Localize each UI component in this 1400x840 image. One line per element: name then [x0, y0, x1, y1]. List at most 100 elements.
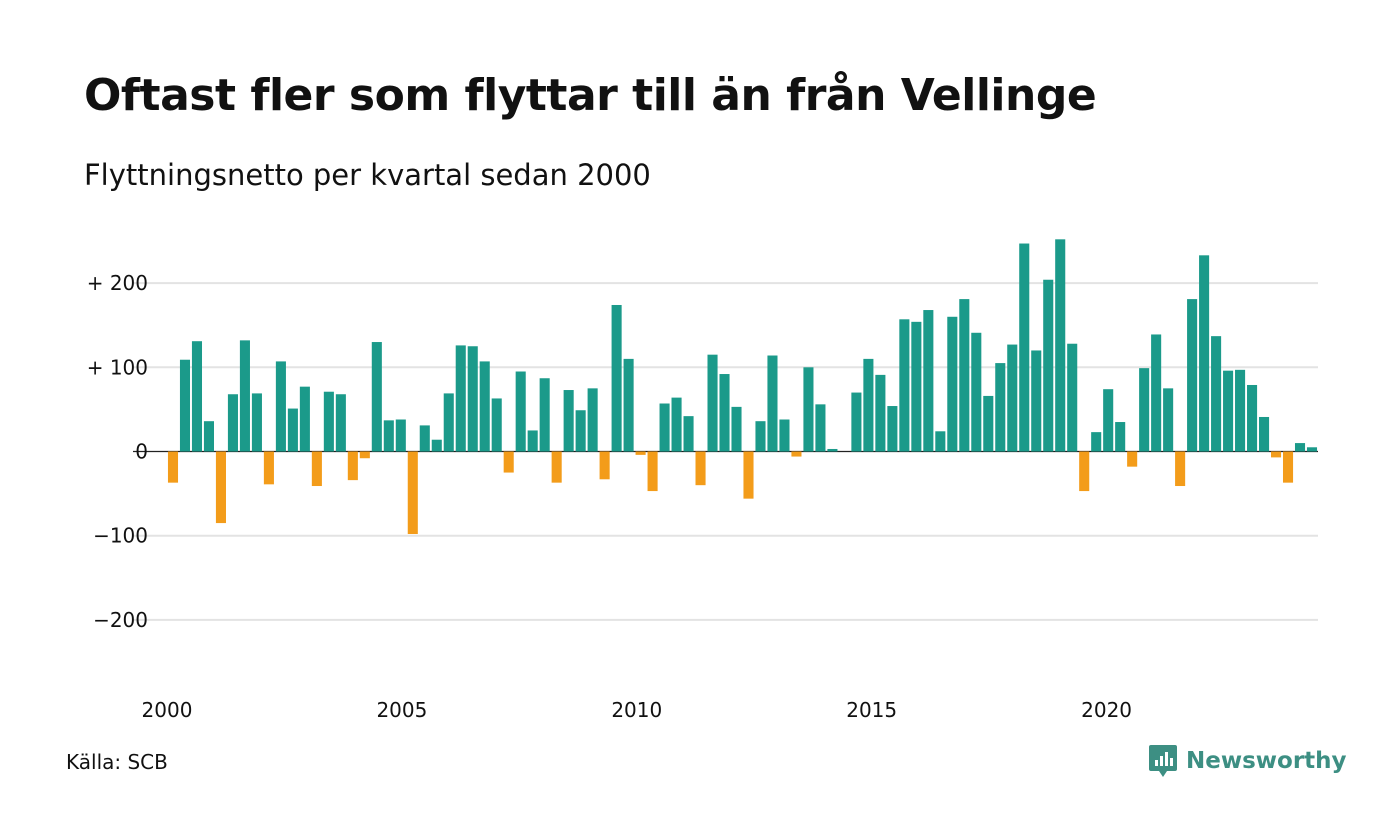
bar-2020-K4	[1163, 388, 1174, 452]
bar-2005-K1	[407, 451, 418, 535]
x-tick-label: 2015	[846, 698, 897, 722]
bar-2006-K2	[467, 346, 478, 452]
bar-2022-K2	[1235, 369, 1246, 452]
bar-2005-K4	[443, 393, 454, 452]
x-tick-label: 2010	[611, 698, 662, 722]
bar-2006-K3	[479, 361, 490, 452]
bar-2002-K2	[275, 361, 286, 452]
bar-2017-K3	[1007, 344, 1018, 452]
bar-2010-K3	[671, 397, 682, 452]
bar-2013-K3	[815, 404, 826, 452]
bar-2008-K4	[587, 388, 598, 452]
bar-2021-K4	[1211, 336, 1222, 452]
bar-2000-K4	[203, 421, 214, 452]
brand-name: Newsworthy	[1186, 748, 1347, 774]
bar-2000-K1	[167, 451, 179, 483]
brand: Newsworthy	[1148, 744, 1347, 778]
bar-2015-K4	[923, 310, 934, 452]
bar-2004-K2	[371, 342, 382, 452]
bar-2013-K4	[827, 448, 838, 452]
source-note: Källa: SCB	[66, 750, 168, 774]
bar-2007-K1	[503, 451, 514, 473]
bar-2002-K4	[299, 386, 310, 452]
bar-2002-K3	[287, 408, 298, 452]
bar-2004-K4	[395, 419, 406, 452]
bar-2023-K1	[1271, 451, 1282, 458]
bar-2008-K1	[551, 451, 562, 483]
bar-2018-K1	[1031, 350, 1042, 452]
bar-2006-K4	[491, 398, 502, 452]
bar-2012-K3	[767, 355, 778, 452]
chart-title: Oftast fler som flyttar till än från Vel…	[84, 70, 1097, 121]
bar-2018-K2	[1043, 279, 1054, 452]
bar-2007-K2	[515, 371, 526, 452]
bar-2010-K1	[647, 451, 658, 492]
bar-2001-K3	[239, 340, 250, 452]
bar-2012-K2	[755, 421, 766, 452]
bar-2001-K2	[227, 394, 238, 452]
bar-2019-K4	[1115, 422, 1126, 452]
bar-2015-K2	[899, 319, 910, 452]
bar-2001-K1	[215, 451, 226, 524]
y-tick-label: −200	[93, 608, 148, 632]
bar-2017-K1	[983, 395, 994, 452]
bar-2014-K3	[863, 358, 874, 452]
bar-2022-K4	[1259, 416, 1270, 452]
x-axis: 2000 2005 2010 2015 2020	[142, 698, 1132, 722]
bar-2023-K2	[1282, 451, 1294, 483]
bar-2003-K1	[311, 451, 322, 487]
bar-2005-K2	[419, 425, 430, 452]
y-tick-label: + 200	[87, 271, 148, 295]
bar-2012-K1	[743, 451, 754, 499]
bar-2016-K4	[971, 332, 982, 452]
bar-2023-K4	[1306, 447, 1318, 452]
bar-2011-K1	[695, 451, 706, 486]
bar-2022-K1	[1223, 370, 1234, 452]
bar-2011-K4	[731, 406, 742, 452]
bar-2009-K3	[623, 358, 634, 452]
bar-2000-K3	[191, 341, 203, 452]
bar-2021-K2	[1187, 299, 1198, 452]
y-tick-label: −100	[93, 524, 148, 548]
bar-2015-K1	[887, 406, 898, 452]
bars	[167, 239, 1318, 535]
bar-2020-K3	[1151, 334, 1162, 452]
bar-2020-K2	[1139, 368, 1150, 452]
bar-2017-K4	[1019, 243, 1030, 452]
bar-2015-K3	[911, 321, 922, 452]
bar-2007-K4	[539, 378, 550, 452]
bar-2009-K4	[635, 451, 646, 455]
bar-2017-K2	[995, 363, 1006, 452]
bar-2011-K2	[707, 354, 718, 452]
bar-2003-K2	[323, 391, 334, 452]
bar-2013-K2	[803, 367, 814, 452]
x-tick-label: 2005	[376, 698, 427, 722]
bar-2009-K1	[599, 451, 610, 480]
x-tick-label: 2020	[1081, 698, 1132, 722]
bar-2006-K1	[455, 345, 466, 452]
bar-2005-K3	[431, 439, 442, 452]
bar-2018-K4	[1067, 343, 1078, 452]
bar-2002-K1	[263, 451, 274, 485]
bar-2023-K3	[1294, 443, 1306, 452]
bar-2001-K4	[251, 393, 262, 452]
x-tick-label: 2000	[142, 698, 193, 722]
bar-2007-K3	[527, 430, 538, 452]
bar-2003-K3	[335, 394, 346, 452]
bar-2014-K2	[851, 392, 862, 452]
chart-subtitle: Flyttningsnetto per kvartal sedan 2000	[84, 158, 651, 192]
bar-2019-K1	[1079, 451, 1090, 492]
bar-2014-K4	[875, 374, 886, 452]
bar-2008-K2	[563, 390, 574, 452]
bar-2003-K4	[347, 451, 358, 481]
bar-2012-K4	[779, 419, 790, 452]
bar-2000-K2	[179, 359, 191, 452]
bar-2021-K3	[1199, 255, 1210, 452]
bar-2022-K3	[1247, 384, 1258, 452]
bar-2010-K4	[683, 416, 694, 452]
bar-2011-K3	[719, 374, 730, 452]
bar-2004-K1	[359, 451, 370, 459]
y-tick-label: 0	[135, 440, 148, 464]
bar-2020-K1	[1127, 451, 1138, 467]
bar-2019-K3	[1103, 389, 1114, 452]
